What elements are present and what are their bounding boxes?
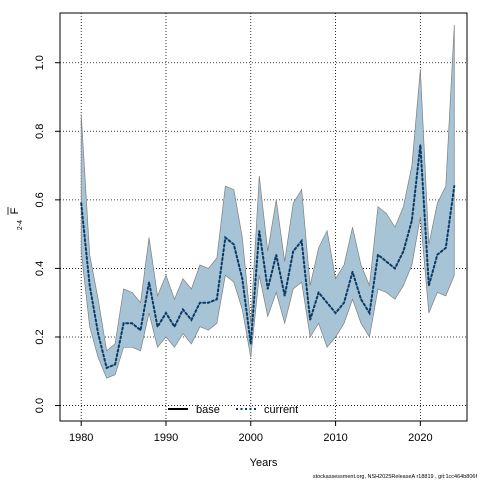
data-point-current-2007 [309, 319, 311, 321]
data-point-current-1983 [106, 367, 108, 369]
data-point-current-1980 [80, 202, 82, 204]
plot-frame [59, 12, 468, 422]
legend: base current [168, 404, 298, 416]
y-tick-label-1: 1.0 [34, 55, 46, 70]
y-axis: 0.0 0.2 0.4 0.6 0.8 1.0 [34, 55, 60, 413]
legend-label-current: current [264, 404, 298, 416]
data-point-current-2020 [419, 144, 421, 146]
y-tick-label-0.2: 0.2 [34, 329, 46, 344]
data-point-current-2008 [318, 291, 320, 294]
data-point-current-1988 [148, 281, 150, 283]
data-point-current-1995 [207, 302, 209, 304]
x-axis-title: Years [250, 457, 278, 469]
data-point-current-1994 [199, 302, 201, 304]
x-axis: 1980 1990 2000 2010 2020 [69, 421, 433, 444]
data-point-current-2010 [334, 312, 337, 314]
data-point-current-2006 [301, 240, 303, 242]
x-tick-label-2010: 2010 [323, 432, 347, 444]
legend-label-base: base [196, 404, 220, 416]
data-point-current-1992 [182, 308, 184, 311]
data-point-current-2012 [351, 271, 354, 273]
data-point-current-1989 [156, 326, 159, 328]
data-point-current-1985 [122, 322, 125, 324]
data-point-current-2024 [453, 185, 455, 187]
data-point-current-2019 [411, 219, 413, 222]
data-point-current-1991 [173, 326, 176, 328]
data-point-current-2023 [445, 247, 447, 249]
data-point-current-1996 [216, 298, 218, 300]
data-point-current-2013 [360, 298, 362, 300]
data-point-current-2018 [402, 250, 405, 252]
data-point-current-1981 [89, 284, 91, 287]
data-point-current-2000 [250, 343, 252, 345]
data-point-current-2002 [267, 288, 269, 290]
data-point-current-2016 [385, 260, 388, 263]
data-point-current-1990 [165, 312, 167, 314]
data-point-current-1987 [139, 329, 142, 331]
data-point-current-1997 [224, 236, 226, 239]
data-point-current-2017 [394, 267, 396, 270]
series-line-layer [80, 144, 456, 370]
data-point-current-2011 [343, 302, 345, 304]
data-point-current-2014 [368, 312, 371, 314]
data-point-current-2004 [284, 295, 286, 297]
data-point-current-2005 [292, 250, 294, 252]
y-tick-label-0: 0.0 [34, 398, 46, 413]
data-point-current-1999 [241, 278, 243, 280]
data-point-current-1998 [233, 243, 235, 246]
data-point-current-2022 [436, 254, 438, 256]
y-tick-label-0.4: 0.4 [34, 261, 46, 276]
x-tick-label-2000: 2000 [239, 432, 263, 444]
y-tick-label-0.8: 0.8 [34, 124, 46, 139]
confidence-band-current [80, 24, 455, 379]
data-point-current-2001 [258, 230, 260, 232]
data-point-current-1984 [114, 363, 116, 366]
y-tick-label-0.6: 0.6 [34, 192, 46, 207]
data-point-current-1986 [131, 322, 133, 324]
x-tick-label-2020: 2020 [408, 432, 432, 444]
data-point-current-2015 [377, 254, 379, 256]
data-point-current-2003 [275, 254, 277, 256]
x-tick-label-1980: 1980 [69, 432, 93, 444]
data-point-current-1982 [97, 332, 99, 335]
y-axis-title: F 2-4 [7, 207, 24, 230]
y-axis-title-subscript: 2-4 [17, 220, 24, 230]
y-axis-title-main: F [9, 207, 21, 214]
data-point-current-2021 [428, 284, 430, 287]
data-point-current-2009 [326, 302, 328, 304]
x-tick-label-1990: 1990 [154, 432, 178, 444]
footer-credit: stockassessment.org, NSH2025ReleaseA r18… [313, 474, 478, 480]
data-point-current-1993 [190, 319, 193, 321]
confidence-band-layer [80, 24, 455, 379]
